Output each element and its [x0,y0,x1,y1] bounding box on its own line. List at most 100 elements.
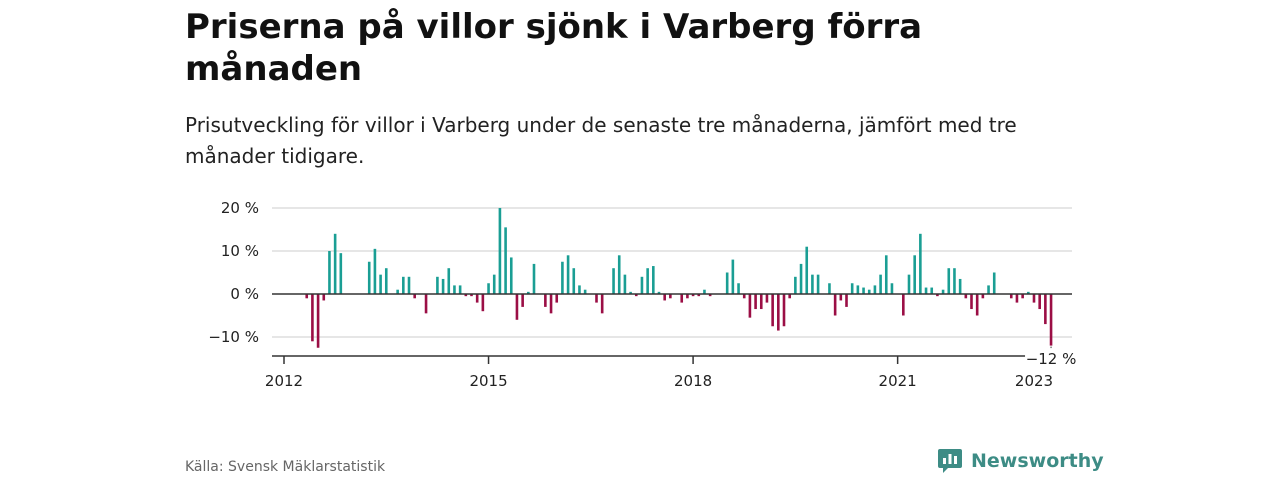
bar [737,283,740,294]
bar [845,294,848,307]
bar [782,294,786,327]
bar [407,276,411,294]
y-tick-label: 0 % [230,285,259,303]
x-tick-label: 2018 [674,372,712,390]
bar [424,294,428,314]
bar [311,294,314,342]
bar [964,294,968,299]
brand-logo[interactable]: Newsworthy [937,448,1104,474]
bar [515,294,519,320]
bar [907,274,911,294]
bar [612,268,615,294]
bar [771,294,774,327]
bars [305,208,1053,348]
bar [617,255,621,294]
bar [890,283,894,294]
bar [379,274,382,294]
bar [566,255,570,294]
bar [703,289,706,294]
bar [669,294,672,299]
source-label: Källa: Svensk Mäklarstatistik [185,459,386,475]
bar [634,294,638,297]
axes [272,293,1072,364]
bar [652,266,655,294]
bar [686,294,689,299]
bar [475,294,479,303]
bar [947,268,951,294]
bar [509,257,513,294]
bar [578,285,581,294]
bar [481,294,485,312]
bar [322,294,326,301]
bar [470,294,473,297]
bar [799,263,803,294]
bar [856,285,860,294]
bar [958,278,962,294]
newsworthy-icon [938,449,962,473]
bar [305,294,309,299]
bar [436,276,439,294]
bar [691,294,695,297]
bar [629,291,632,294]
bar [623,274,627,294]
bar [492,274,496,294]
bar [765,294,769,303]
bar [697,294,701,297]
chart-subtitle: Prisutveckling för villor i Varberg unde… [185,113,1017,168]
bar [561,261,564,294]
bar [532,263,536,294]
bar [862,287,865,294]
x-tick-label: 2015 [469,372,507,390]
bar [725,272,729,294]
y-tick-label: 20 % [221,199,259,217]
bar [657,291,661,294]
bar [811,274,814,294]
bar [902,294,905,316]
bar [748,294,752,318]
bar [953,268,956,294]
bar [316,294,320,348]
bar [373,248,377,294]
bar [328,251,331,294]
bar [867,289,871,294]
bar [498,208,502,294]
bar [777,294,780,331]
bar [595,294,598,303]
x-tick-label: 2012 [265,372,303,390]
y-tick-label: 10 % [221,242,259,260]
bar [555,294,559,303]
chart-title: Priserna på villor sjönk i Varberg förra… [185,7,923,89]
bar [1015,294,1019,303]
bar [992,272,996,294]
bar [833,294,837,316]
bar [981,294,985,299]
bar [975,294,979,316]
bar [680,294,684,303]
bar [640,276,644,294]
bar [919,233,922,294]
bar [1049,294,1053,346]
bar [402,276,405,294]
bar [930,287,934,294]
annotation: −12 % [1025,346,1078,368]
bar [453,285,456,294]
bar [447,268,451,294]
bar [794,276,797,294]
bar [742,294,746,299]
bar [441,278,445,294]
gridlines [272,207,1072,338]
bar [367,261,371,294]
bar [839,294,843,301]
x-axis-labels: 2012 2015 2018 2021 2023 [265,372,1053,390]
bar [1038,294,1041,310]
bar [384,268,388,294]
annotation-background [1025,349,1078,368]
bar [828,283,831,294]
bar [487,283,490,294]
bar [458,285,462,294]
bar [879,274,882,294]
bar [1009,294,1013,299]
bar [333,233,337,294]
bar [413,294,416,299]
bar [504,227,507,294]
